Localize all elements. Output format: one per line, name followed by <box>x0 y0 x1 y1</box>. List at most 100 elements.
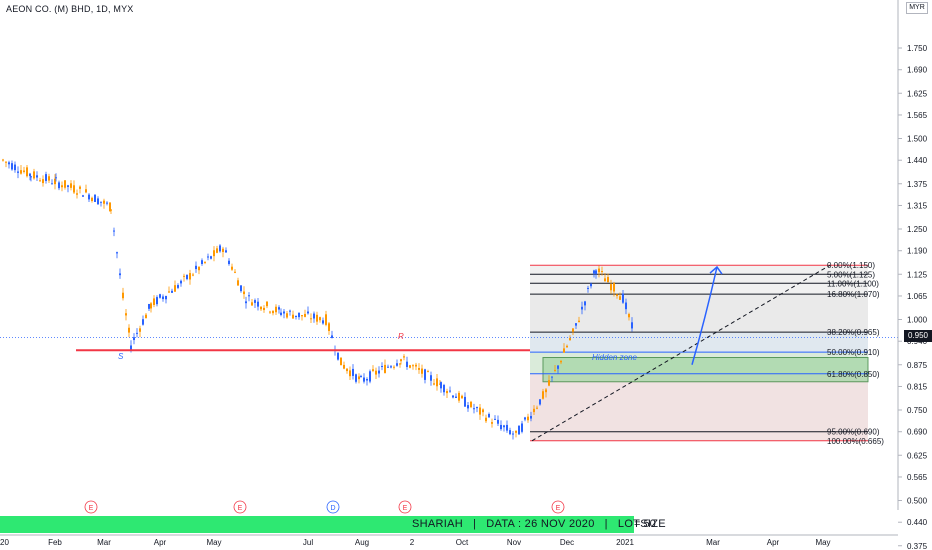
candle-body <box>55 177 57 179</box>
dividend-marker <box>326 500 340 514</box>
candle-body <box>254 300 256 303</box>
y-tick-label: 0.690 <box>907 428 928 437</box>
candle-body <box>298 312 300 318</box>
candle-body <box>358 376 360 380</box>
hidden-zone-box <box>542 357 869 383</box>
fib-level-label: 11.00%(1.100) <box>827 279 879 288</box>
candle-body <box>533 408 535 413</box>
candle-body <box>440 382 442 389</box>
candle-body <box>491 422 493 424</box>
y-tick-label: 1.125 <box>907 270 928 279</box>
resistance-label: R <box>398 332 404 341</box>
candle-body <box>427 371 429 373</box>
x-tick-label-left: 20 <box>0 538 9 547</box>
candle-body <box>551 376 553 378</box>
hidden-zone-label: Hidden zone <box>592 353 637 362</box>
candle-body <box>548 380 550 386</box>
candle-body <box>159 294 161 298</box>
candle-body <box>5 161 7 163</box>
candle-body <box>263 307 265 311</box>
candle-body <box>349 370 351 377</box>
trend-line <box>531 264 831 442</box>
candle-body <box>198 266 200 271</box>
candle-body <box>557 365 559 369</box>
candle-body <box>234 271 236 273</box>
candle-body <box>524 417 526 420</box>
event-marker-label: E <box>89 505 94 512</box>
candle-body <box>14 164 16 171</box>
candle-body <box>560 360 562 363</box>
candle-body <box>527 416 529 421</box>
candle-body <box>366 378 368 381</box>
candle-body <box>587 287 589 289</box>
candle-body <box>11 163 13 170</box>
candle-body <box>30 176 32 178</box>
candle-body <box>400 359 402 362</box>
candle-body <box>201 260 203 265</box>
candle-body <box>156 297 158 305</box>
support-label: S <box>118 352 124 361</box>
x-tick-label: Nov <box>507 538 521 547</box>
candle-body <box>470 401 472 408</box>
candle-body <box>130 345 132 350</box>
candle-body <box>119 273 121 276</box>
x-tick-label: 2 <box>410 538 415 547</box>
info-banner-text: SHARIAH | DATA : 26 NOV 2020 | LOTSIZE <box>412 518 670 530</box>
candle-body <box>563 348 565 353</box>
candle-body <box>67 185 69 187</box>
candle-body <box>497 419 499 424</box>
candle-body <box>443 384 445 393</box>
y-tick-label: 1.565 <box>907 111 928 120</box>
fib-level-label: 38.20%(0.965) <box>827 328 880 337</box>
event-marker-label: E <box>238 505 243 512</box>
candle-body <box>128 327 130 333</box>
candle-body <box>337 352 339 360</box>
candle-body <box>8 162 10 165</box>
candle-body <box>415 364 417 367</box>
candle-body <box>289 310 291 312</box>
candle-body <box>310 318 312 320</box>
candle-body <box>61 185 63 188</box>
fib-band <box>530 265 868 275</box>
candle-body <box>521 423 523 432</box>
candle-body <box>607 277 609 283</box>
candle-body <box>42 179 44 184</box>
candle-body <box>378 370 380 374</box>
x-tick-label: May <box>206 538 221 547</box>
info-banner <box>0 516 634 533</box>
candle-body <box>2 159 4 161</box>
fib-band <box>530 274 868 284</box>
candle-body <box>189 273 191 280</box>
candle-body <box>70 183 72 188</box>
currency-label[interactable]: MYR <box>906 2 928 14</box>
candle-body <box>604 278 606 282</box>
candle-body <box>539 399 541 405</box>
candle-body <box>375 370 377 375</box>
candle-body <box>33 171 35 179</box>
candle-body <box>613 283 615 292</box>
candle-body <box>20 170 22 174</box>
y-tick-label: 0.565 <box>907 473 928 482</box>
candle-body <box>136 332 138 334</box>
candle-body <box>536 407 538 409</box>
candle-body <box>625 302 627 310</box>
y-tick-label: 0.500 <box>907 497 928 506</box>
candle-body <box>446 391 448 394</box>
candle-body <box>436 378 438 387</box>
candle-body <box>467 405 469 409</box>
candle-body <box>424 369 426 380</box>
candle-body <box>518 425 520 435</box>
candle-body <box>301 315 303 317</box>
y-tick-label: 0.875 <box>907 361 928 370</box>
candle-body <box>631 322 633 329</box>
candle-body <box>73 185 75 193</box>
fib-level-label: 16.80%(1.070) <box>827 290 880 299</box>
candle-body <box>390 366 392 368</box>
candle-body <box>595 270 597 275</box>
candle-body <box>319 317 321 321</box>
candle-body <box>473 408 475 410</box>
candle-body <box>307 311 309 314</box>
candle-body <box>292 314 294 319</box>
candle-body <box>464 396 466 407</box>
